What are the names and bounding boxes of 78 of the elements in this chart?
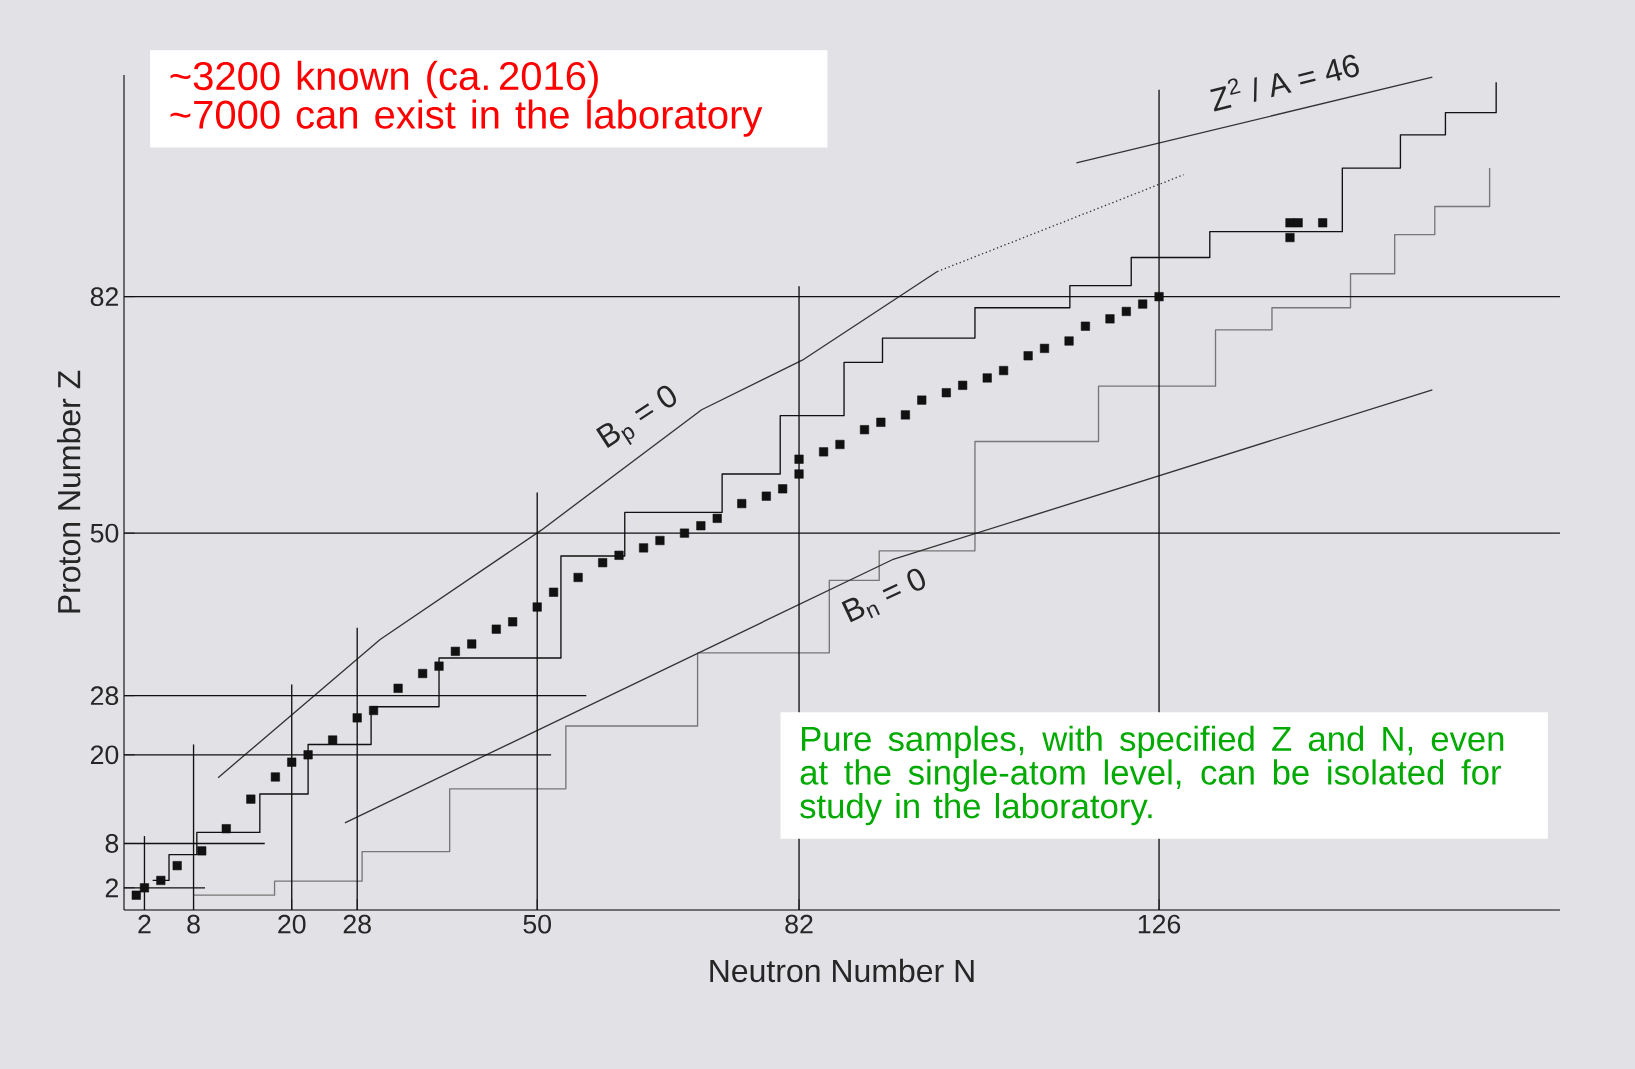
point: [1105, 314, 1115, 324]
point: [549, 587, 559, 597]
point: [614, 550, 624, 560]
point: [958, 380, 968, 390]
point: [352, 713, 362, 723]
point: [1121, 306, 1131, 316]
point: [467, 639, 477, 649]
y-tick-label: 20: [90, 745, 119, 765]
point: [835, 439, 845, 449]
point: [303, 750, 313, 760]
point: [369, 705, 379, 716]
y-tick-label: 82: [90, 287, 118, 307]
point: [532, 602, 542, 612]
annotation: ~7000 can exist in the laboratory: [170, 99, 763, 137]
point: [639, 543, 649, 553]
point: [982, 373, 992, 383]
point: [655, 535, 665, 546]
point: [1023, 351, 1033, 361]
y-axis-title: Proton Number Z: [56, 370, 81, 613]
point: [1293, 218, 1303, 228]
point: [139, 883, 149, 893]
point: [794, 469, 804, 479]
x-tick-label: 8: [187, 914, 200, 934]
point: [1285, 233, 1295, 243]
point: [819, 447, 829, 457]
point: [434, 661, 444, 671]
point: [761, 491, 771, 501]
point: [450, 646, 460, 656]
point: [156, 875, 166, 885]
point: [328, 735, 338, 745]
point: [418, 668, 428, 679]
annotation: B$_{p}$ = 0: [596, 385, 677, 448]
point: [508, 617, 518, 627]
point: [1080, 321, 1090, 331]
point: [172, 861, 182, 871]
point: [287, 757, 297, 767]
point: [598, 558, 608, 568]
x-tick-label: 28: [343, 914, 371, 934]
point: [999, 366, 1009, 376]
point: [393, 683, 403, 693]
point: [131, 890, 141, 900]
x-tick-label: 50: [523, 914, 551, 934]
point: [1154, 292, 1164, 302]
point: [778, 484, 788, 494]
y-tick-label: 8: [105, 834, 119, 853]
point: [1285, 218, 1295, 228]
point: [197, 846, 207, 856]
point: [859, 425, 870, 435]
point: [712, 513, 722, 523]
y-tick-label: 50: [90, 523, 119, 543]
point: [737, 499, 747, 509]
x-tick-label: 2: [138, 914, 151, 934]
x-tick-label: 82: [785, 914, 813, 934]
point: [900, 410, 910, 420]
x-axis-title: Neutron Number N: [710, 958, 974, 983]
point: [246, 794, 256, 804]
point: [1064, 336, 1074, 346]
x-tick-label: 126: [1138, 914, 1181, 934]
point: [794, 454, 804, 464]
point: [1318, 218, 1328, 228]
point: [941, 388, 951, 398]
point: [270, 772, 280, 782]
point: [1138, 299, 1148, 309]
point: [221, 824, 231, 834]
annotation: ~3200 known (ca. 2016): [170, 60, 598, 99]
annotation: Pure samples, with specified Z and N, even at the single-atom level, can be isolated for study in the laboratory.: [800, 725, 1504, 826]
point: [679, 528, 690, 538]
y-tick-label: 28: [90, 686, 119, 706]
point: [696, 521, 706, 531]
annotation: Z$^{2}$ / A = 46: [1210, 54, 1359, 112]
x-tick-label: 20: [278, 914, 306, 934]
annotation: B$_{n}$ = 0: [841, 568, 926, 623]
point: [917, 395, 927, 405]
point: [573, 572, 583, 582]
point: [876, 417, 886, 427]
y-tick-label: 2: [105, 878, 118, 898]
point: [491, 624, 501, 634]
point: [1039, 343, 1050, 353]
